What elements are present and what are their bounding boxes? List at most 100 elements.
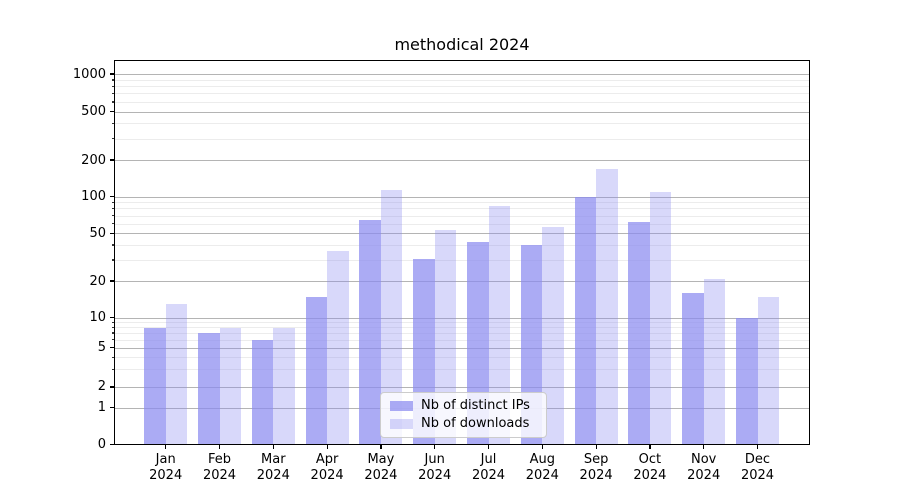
x-label-year: 2024 [525,467,559,483]
y-minor-tick-80 [111,207,114,210]
minor-gridline-40 [115,244,809,246]
minor-gridline-4 [115,357,809,359]
x-tick-label-nov: Nov 2024 [676,452,732,484]
bar-nb-of-distinct-ips-feb [198,333,220,444]
x-label-month: Jul [480,451,497,467]
x-label-month: Oct [638,451,662,467]
minor-gridline-6 [115,339,809,341]
minor-gridline-70 [115,215,809,217]
bar-nb-of-downloads-jun [434,229,457,444]
x-label-year: 2024 [310,467,344,483]
bar-nb-of-downloads-feb [219,327,241,444]
x-tick-label-oct: Oct 2024 [622,452,678,484]
y-tick-label-2: 2 [97,379,106,395]
x-label-year: 2024 [418,467,452,483]
y-minor-tick-800 [111,85,114,87]
legend-item-downloads: Nb of downloads [390,416,538,432]
chart-title: methodical 2024 [394,35,530,54]
y-tick-label-200: 200 [81,152,106,168]
legend: Nb of distinct IPs Nb of downloads [380,392,547,438]
bar-nb-of-downloads-nov [703,278,726,444]
y-minor-tick-3 [111,368,114,371]
minor-gridline-400 [115,123,809,125]
y-minor-tick-9 [111,321,114,323]
x-tick-sep [595,444,597,449]
minor-gridline-900 [115,79,809,81]
x-label-year: 2024 [471,467,506,483]
x-tick-label-jan: Jan 2024 [138,452,194,484]
x-label-year: 2024 [579,467,613,483]
major-gridline-200 [115,160,809,161]
y-tick-500 [109,111,114,113]
x-label-month: Apr [315,451,339,467]
plot-area [114,60,810,445]
x-label-year: 2024 [256,467,290,483]
minor-gridline-80 [115,208,809,210]
major-gridline-1000 [115,74,809,75]
y-tick-label-0: 0 [97,437,106,452]
legend-label-downloads: Nb of downloads [421,416,530,431]
y-minor-tick-4 [111,356,114,358]
minor-gridline-90 [115,202,809,204]
x-tick-label-sep: Sep 2024 [568,452,624,484]
x-label-month: Sep [583,451,609,467]
bar-nb-of-distinct-ips-nov [682,293,704,444]
x-tick-aug [541,444,543,449]
x-label-year: 2024 [633,467,667,483]
bar-nb-of-downloads-jan [165,304,188,444]
y-tick-1000 [109,73,114,75]
legend-swatch-downloads [390,419,413,429]
x-label-year: 2024 [149,467,183,483]
y-minor-tick-7 [111,332,114,334]
x-label-month: Aug [529,451,555,467]
x-tick-nov [703,444,705,449]
minor-gridline-9 [115,322,809,324]
major-gridline-10 [115,317,809,319]
y-tick-100 [109,196,114,198]
x-label-month: Dec [744,451,771,467]
x-tick-jun [434,444,436,449]
y-tick-label-500: 500 [81,104,106,120]
x-tick-oct [649,444,651,449]
x-label-month: May [367,451,395,467]
major-gridline-5 [115,347,809,349]
y-tick-1 [109,407,114,409]
x-label-month: Feb [207,451,232,467]
x-tick-may [380,444,382,449]
y-minor-tick-6 [111,339,114,341]
y-minor-tick-8 [111,326,114,328]
y-tick-5 [109,346,114,349]
y-minor-tick-600 [111,101,114,103]
minor-gridline-7 [115,332,809,334]
y-tick-label-20: 20 [89,273,106,289]
y-tick-label-1: 1 [97,400,106,416]
major-gridline-50 [115,233,809,235]
minor-gridline-600 [115,101,809,103]
bar-nb-of-distinct-ips-sep [574,197,597,444]
x-tick-label-aug: Aug 2024 [514,452,570,484]
x-tick-apr [326,444,328,449]
x-label-year: 2024 [202,467,237,483]
y-tick-label-50: 50 [89,225,106,241]
legend-item-distinct-ips: Nb of distinct IPs [390,398,538,414]
y-tick-10 [109,316,114,319]
y-minor-tick-300 [111,138,114,140]
bar-nb-of-distinct-ips-may [359,219,381,444]
y-tick-20 [109,280,114,282]
x-label-month: Jun [424,451,445,467]
y-tick-label-100: 100 [81,189,106,205]
bar-nb-of-distinct-ips-oct [628,222,650,444]
y-minor-tick-40 [111,244,114,246]
bar-nb-of-downloads-aug [542,226,564,444]
y-tick-label-5: 5 [97,340,106,355]
x-tick-label-mar: Mar 2024 [245,452,301,484]
minor-gridline-700 [115,93,809,95]
x-tick-jul [487,444,490,449]
minor-gridline-300 [115,138,809,140]
bar-nb-of-downloads-oct [649,192,672,444]
y-minor-tick-90 [111,201,114,204]
major-gridline-100 [115,196,809,198]
bar-nb-of-distinct-ips-apr [305,296,328,444]
y-minor-tick-700 [111,92,114,95]
y-tick-2 [109,386,114,388]
